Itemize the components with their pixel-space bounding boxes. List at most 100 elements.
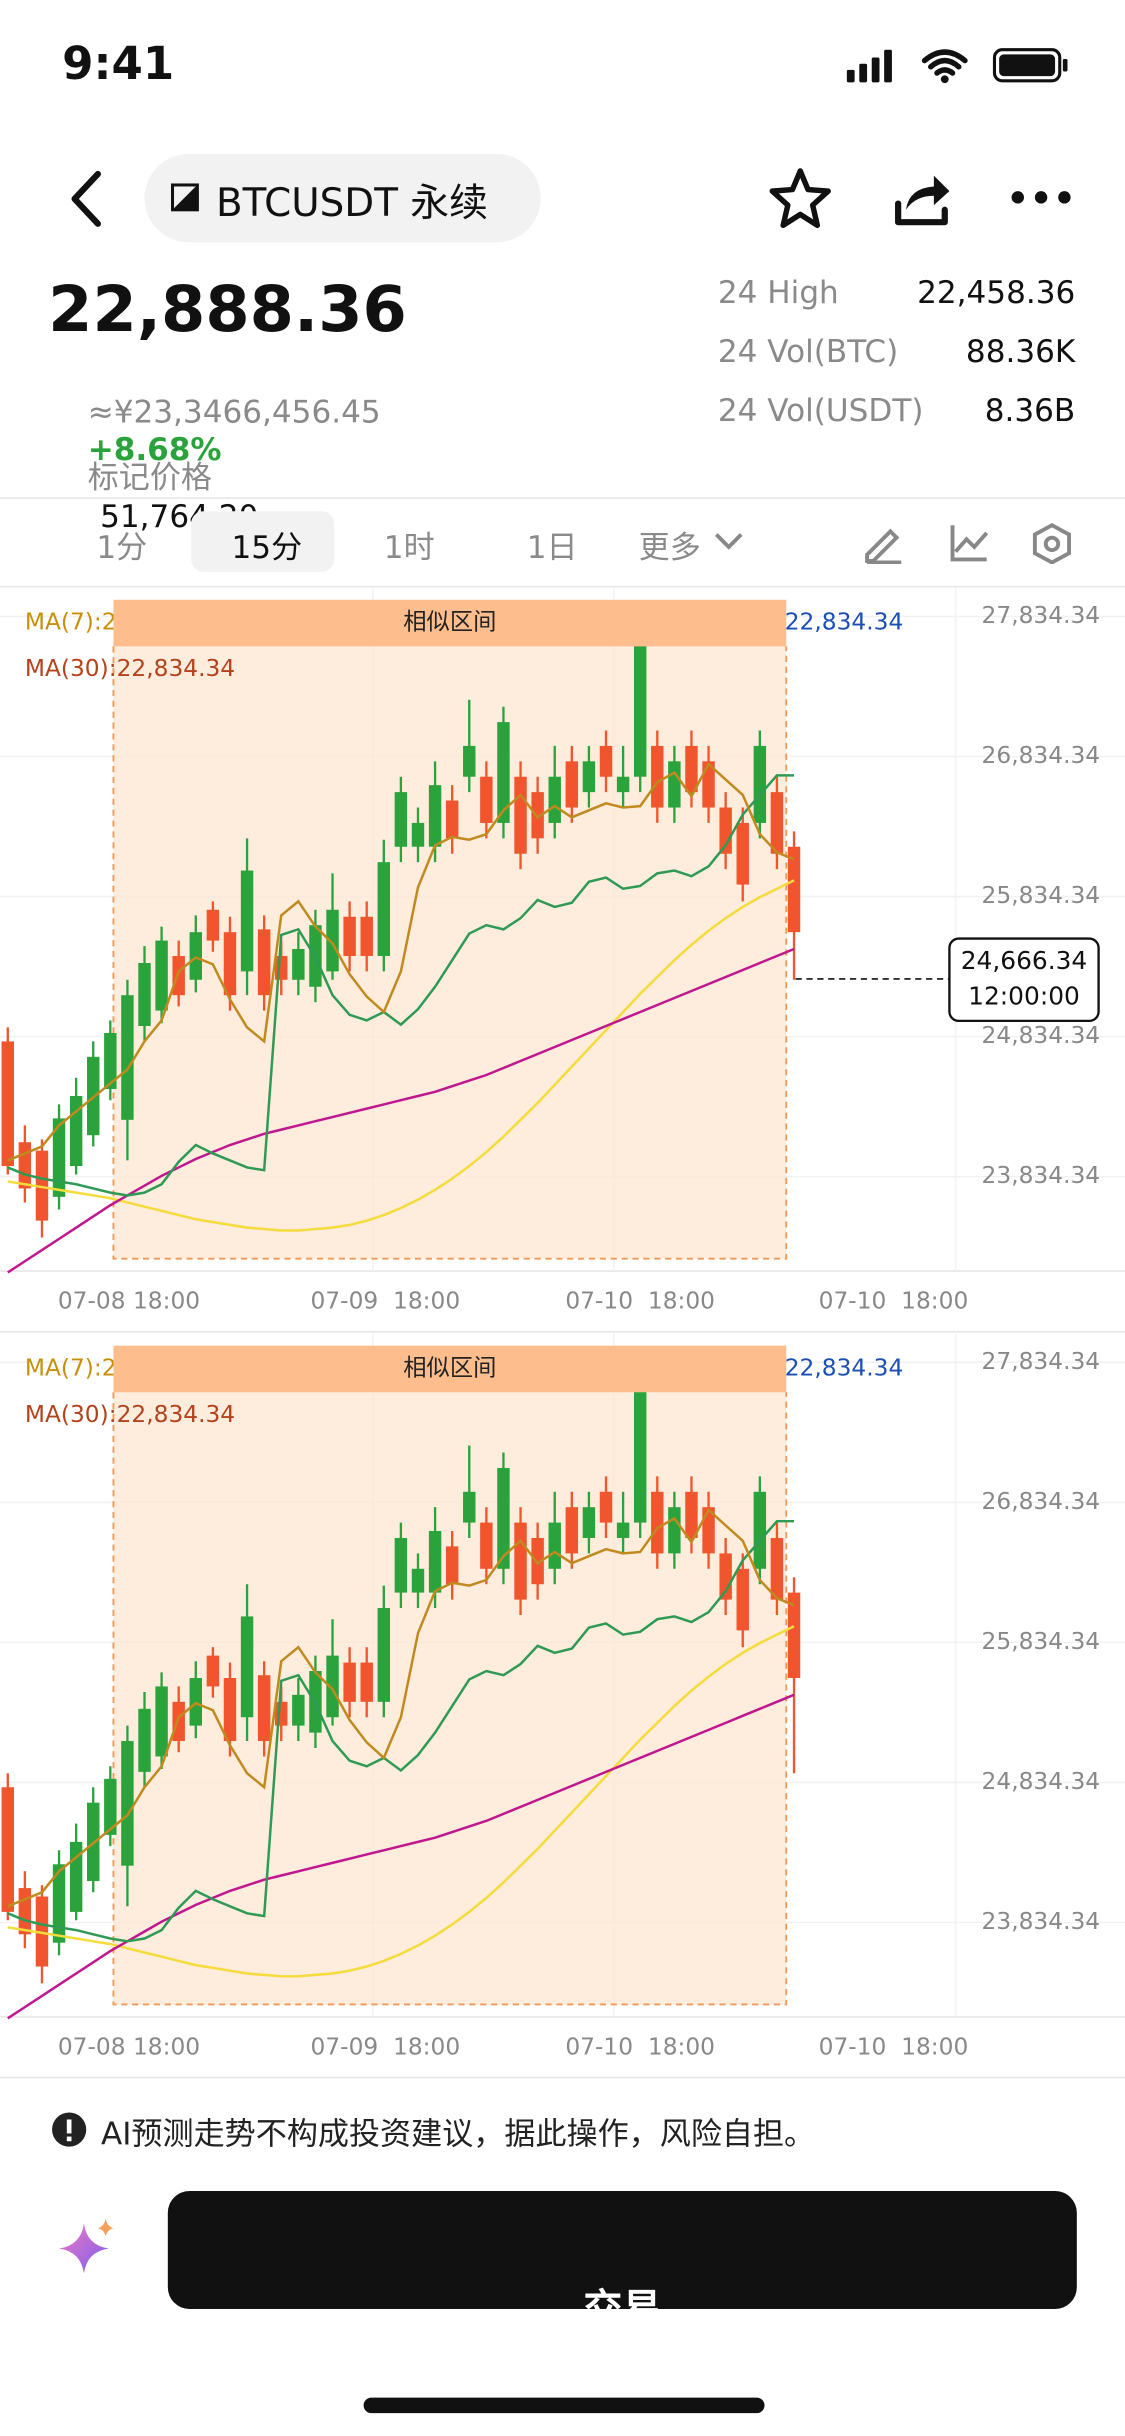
- price-change: +8.68%: [87, 430, 222, 468]
- tab[interactable]: 更多: [638, 528, 701, 566]
- chart-tools[interactable]: [862, 521, 1072, 565]
- tab[interactable]: 1分: [96, 528, 148, 566]
- candle-body: [514, 776, 527, 854]
- candle-body: [35, 1896, 49, 1967]
- highlight-label: 相似区间: [403, 609, 496, 636]
- candle-body: [35, 1150, 49, 1221]
- highlight-header: [113, 1345, 787, 1393]
- candle-body: [651, 1491, 664, 1554]
- candle-body: [548, 776, 561, 823]
- x-tick-label: 07-10 18:00: [565, 1288, 715, 1315]
- candle-body: [138, 1708, 151, 1772]
- y-tick-label: 24,834.34: [982, 1022, 1101, 1049]
- back-button[interactable]: [59, 168, 112, 230]
- candle-body: [770, 1537, 784, 1600]
- y-tick-label: 24,834.34: [982, 1768, 1101, 1795]
- candle-body: [411, 822, 425, 847]
- candle-body: [343, 1662, 356, 1702]
- candle-body: [582, 1507, 596, 1538]
- tab[interactable]: 1日: [526, 528, 578, 566]
- candle-body: [702, 1507, 715, 1554]
- highlight-area: [113, 1392, 787, 2005]
- candle-body: [172, 955, 185, 996]
- y-tick-label: 25,834.34: [982, 882, 1101, 909]
- candle-body: [257, 929, 271, 996]
- y-tick-label: 23,834.34: [982, 1162, 1101, 1189]
- candle-body: [428, 785, 442, 847]
- candle-body: [463, 745, 476, 777]
- highlight-area: [113, 646, 787, 1259]
- candle-body: [736, 1568, 749, 1631]
- y-tick-label: 23,834.34: [982, 1908, 1101, 1935]
- symbol-pill[interactable]: BTCUSDT 永续: [144, 153, 541, 243]
- candle-body: [275, 1701, 288, 1726]
- trade-button[interactable]: 交易: [167, 2190, 1077, 2331]
- candle-body: [497, 722, 510, 823]
- candle-body: [275, 955, 288, 980]
- ma-line: [7, 879, 795, 1232]
- y-tick-label: 27,834.34: [982, 1348, 1101, 1375]
- tab-active[interactable]: 15分: [231, 528, 303, 566]
- candlestick-chart: 27,834.34 26,834.34 25,834.34 24,834.34 23,8…: [0, 587, 1125, 1333]
- candle-body: [292, 1694, 305, 1726]
- stat-value: 88.36K: [965, 332, 1076, 370]
- tab-active-bg: [191, 511, 335, 572]
- dropdown-icon: [714, 533, 743, 550]
- ma-line: [7, 1625, 795, 1978]
- stat-label: 24 Vol(USDT): [717, 391, 924, 429]
- candle-body: [480, 1522, 493, 1569]
- favorite-button[interactable]: [769, 166, 831, 229]
- candle-body: [753, 745, 767, 823]
- candle-body: [343, 916, 356, 956]
- divider: [0, 497, 1125, 499]
- candle-body: [240, 870, 254, 972]
- candle-body: [565, 761, 579, 808]
- candle-body: [1, 1787, 14, 1912]
- ma-label: MA(30):22,834.34: [25, 655, 235, 682]
- ma-line: [7, 762, 795, 1162]
- candle-body: [257, 1675, 271, 1742]
- candle-body: [599, 745, 613, 777]
- candle-body: [360, 1662, 373, 1702]
- x-tick-label: 07-09 18:00: [311, 2034, 461, 2061]
- candle-body: [616, 1522, 630, 1538]
- stat-label: 24 High: [717, 273, 839, 311]
- tab[interactable]: 1时: [383, 528, 435, 566]
- candle-body: [52, 1864, 66, 1943]
- stat-value: 22,458.36: [917, 273, 1076, 311]
- candle-body: [394, 1537, 408, 1593]
- candle-body: [616, 776, 630, 793]
- y-tick-label: 27,834.34: [982, 602, 1101, 629]
- candle-body: [326, 1655, 339, 1718]
- x-tick-label: 07-08 18:00: [58, 2034, 200, 2061]
- home-indicator: [363, 2397, 765, 2414]
- more-button[interactable]: [1010, 182, 1072, 213]
- share-button[interactable]: [890, 166, 952, 228]
- candle-body: [787, 1592, 801, 1679]
- candle-body: [240, 1616, 254, 1718]
- ma-label: 22,834.34: [785, 1354, 904, 1381]
- ma-line: [7, 947, 795, 1274]
- candle-body: [685, 745, 698, 793]
- price-tag-time: 12:00:00: [968, 982, 1080, 1011]
- candle-body: [770, 792, 784, 854]
- x-tick-label: 07-08 18:00: [58, 1288, 200, 1315]
- candle-body: [633, 636, 647, 777]
- candle-body: [428, 1530, 442, 1593]
- last-price: 22,888.36: [48, 271, 407, 347]
- candle-body: [292, 948, 305, 980]
- candle-body: [668, 761, 681, 808]
- candle-body: [531, 1537, 544, 1585]
- y-tick-label: 26,834.34: [982, 742, 1101, 769]
- status-icons: [846, 48, 1068, 84]
- ai-icon[interactable]: [54, 2216, 119, 2281]
- x-tick-label: 07-09 18:00: [311, 1288, 461, 1315]
- candle-body: [326, 909, 339, 972]
- candle-body: [360, 916, 373, 956]
- candle-body: [463, 1491, 476, 1523]
- candle-body: [685, 1491, 698, 1538]
- stat-value: 8.36B: [984, 391, 1076, 429]
- candle-body: [155, 940, 168, 1011]
- candle-body: [155, 1686, 168, 1757]
